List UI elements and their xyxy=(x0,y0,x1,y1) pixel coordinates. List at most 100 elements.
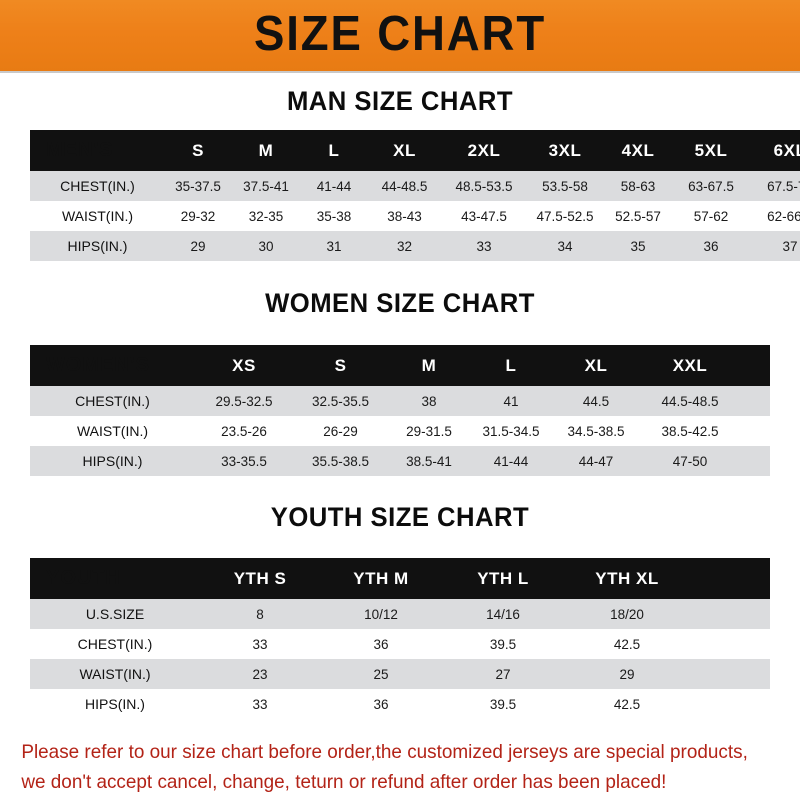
men-row-label: WAIST(IN.) xyxy=(61,208,134,224)
table-cell: 29.5-32.5 xyxy=(215,393,273,409)
men-col-header: 5XL xyxy=(694,140,728,160)
men-col-header: 6XL xyxy=(773,140,800,160)
youth-col-header: YTH S xyxy=(233,568,287,588)
men-col-header: 2XL xyxy=(467,140,501,160)
table-cell: 41 xyxy=(503,393,519,409)
women-table-header-row: WOMEN'S XS S M L XL XXL xyxy=(30,345,770,386)
table-cell: 29-32 xyxy=(180,208,216,224)
page-title: SIZE CHART xyxy=(253,7,547,61)
table-row: HIPS(IN.) 33 36 39.5 42.5 xyxy=(30,689,770,719)
youth-table-header-row: YOUTH YTH S YTH M YTH L YTH XL xyxy=(30,558,770,599)
youth-col-header-spacer xyxy=(690,558,770,599)
table-cell: 36 xyxy=(373,636,389,652)
men-size-table-block: MEN'S S M L XL 2XL 3XL 4XL 5XL 6XL CHEST… xyxy=(30,130,800,261)
table-cell: 14/16 xyxy=(486,606,520,622)
youth-row-label: HIPS(IN.) xyxy=(85,696,145,712)
table-cell: 27 xyxy=(495,666,511,682)
men-size-table: MEN'S S M L XL 2XL 3XL 4XL 5XL 6XL CHEST… xyxy=(30,130,800,261)
men-col-header: 4XL xyxy=(621,140,655,160)
table-cell: 67.5-72 xyxy=(767,178,800,194)
table-cell: 44.5-48.5 xyxy=(661,393,719,409)
men-col-header: S xyxy=(192,140,204,160)
table-cell: 47-50 xyxy=(672,453,708,469)
table-cell: 42.5 xyxy=(613,696,641,712)
women-col-header: L xyxy=(505,355,517,375)
youth-size-table: YOUTH YTH S YTH M YTH L YTH XL U.S.SIZE … xyxy=(30,558,770,719)
table-row: WAIST(IN.) 29-32 32-35 35-38 38-43 43-47… xyxy=(30,201,800,231)
table-cell-spacer xyxy=(690,599,770,629)
table-cell-spacer xyxy=(740,446,770,476)
banner: SIZE CHART xyxy=(0,0,800,73)
women-col-header: XXL xyxy=(672,355,708,375)
table-cell: 42.5 xyxy=(613,636,641,652)
table-cell: 36 xyxy=(703,238,719,254)
disclaimer-line-1: Please refer to our size chart before or… xyxy=(21,741,748,763)
table-cell: 63-67.5 xyxy=(688,178,734,194)
table-cell: 18/20 xyxy=(610,606,644,622)
table-cell: 34.5-38.5 xyxy=(567,423,625,439)
table-cell: 31.5-34.5 xyxy=(482,423,540,439)
women-col-header: XL xyxy=(584,355,608,375)
table-cell: 29-31.5 xyxy=(406,423,452,439)
section-title-youth: YOUTH SIZE CHART xyxy=(270,502,530,532)
table-cell: 35.5-38.5 xyxy=(311,453,370,469)
table-cell: 38.5-42.5 xyxy=(661,423,719,439)
table-row: HIPS(IN.) 29 30 31 32 33 34 35 36 37 xyxy=(30,231,800,261)
women-col-header: M xyxy=(421,355,437,375)
section-title-women: WOMEN SIZE CHART xyxy=(265,288,535,318)
table-cell: 39.5 xyxy=(489,636,517,652)
table-row: WAIST(IN.) 23 25 27 29 xyxy=(30,659,770,689)
table-row: HIPS(IN.) 33-35.5 35.5-38.5 38.5-41 41-4… xyxy=(30,446,770,476)
table-cell: 10/12 xyxy=(364,606,398,622)
table-cell: 41-44 xyxy=(316,178,352,194)
men-table-header-row: MEN'S S M L XL 2XL 3XL 4XL 5XL 6XL xyxy=(30,130,800,171)
table-cell: 35-37.5 xyxy=(175,178,221,194)
table-row: CHEST(IN.) 35-37.5 37.5-41 41-44 44-48.5… xyxy=(30,171,800,201)
women-row-label: HIPS(IN.) xyxy=(82,453,143,469)
table-row: U.S.SIZE 8 10/12 14/16 18/20 xyxy=(30,599,770,629)
youth-col-header: YTH L xyxy=(477,568,529,588)
women-size-table-block: WOMEN'S XS S M L XL XXL CHEST(IN.) 29.5-… xyxy=(30,345,770,476)
table-cell: 38-43 xyxy=(387,208,422,224)
table-cell: 32-35 xyxy=(248,208,284,224)
table-cell: 43-47.5 xyxy=(461,208,507,224)
table-cell: 29 xyxy=(619,666,635,682)
youth-row-label: U.S.SIZE xyxy=(85,606,145,622)
men-col-header: 3XL xyxy=(548,140,582,160)
table-row: WAIST(IN.) 23.5-26 26-29 29-31.5 31.5-34… xyxy=(30,416,770,446)
table-cell: 35-38 xyxy=(316,208,352,224)
table-cell: 62-66.5 xyxy=(767,208,800,224)
table-cell: 38.5-41 xyxy=(406,453,452,469)
table-cell-spacer xyxy=(740,386,770,416)
table-cell: 44-47 xyxy=(578,453,614,469)
men-row-label: CHEST(IN.) xyxy=(60,178,135,194)
men-col-header: M xyxy=(258,140,274,160)
table-cell: 52.5-57 xyxy=(615,208,661,224)
table-cell: 57-62 xyxy=(693,208,729,224)
men-header-label: MEN'S xyxy=(46,139,114,161)
table-cell: 47.5-52.5 xyxy=(536,208,594,224)
youth-col-header: YTH XL xyxy=(595,568,659,588)
table-cell-spacer xyxy=(690,629,770,659)
youth-row-label: CHEST(IN.) xyxy=(77,636,153,652)
table-cell: 39.5 xyxy=(489,696,517,712)
women-row-label: CHEST(IN.) xyxy=(75,393,150,409)
men-col-header: XL xyxy=(393,140,416,160)
table-cell: 8 xyxy=(256,606,264,622)
table-cell: 29 xyxy=(190,238,206,254)
table-cell: 33-35.5 xyxy=(221,453,267,469)
women-size-table: WOMEN'S XS S M L XL XXL CHEST(IN.) 29.5-… xyxy=(30,345,770,476)
table-cell-spacer xyxy=(740,416,770,446)
section-title-men: MAN SIZE CHART xyxy=(286,86,514,116)
table-cell: 23 xyxy=(252,666,268,682)
disclaimer-line-2: we don't accept cancel, change, teturn o… xyxy=(21,771,667,794)
table-cell: 33 xyxy=(252,636,268,652)
table-cell: 37 xyxy=(782,238,798,254)
table-cell: 44-48.5 xyxy=(381,178,428,194)
table-cell: 53.5-58 xyxy=(542,178,588,194)
women-col-header: XS xyxy=(232,355,256,375)
youth-header-label: YOUTH xyxy=(46,567,121,589)
table-cell-spacer xyxy=(690,689,770,719)
table-row: CHEST(IN.) 33 36 39.5 42.5 xyxy=(30,629,770,659)
table-cell: 37.5-41 xyxy=(243,178,289,194)
